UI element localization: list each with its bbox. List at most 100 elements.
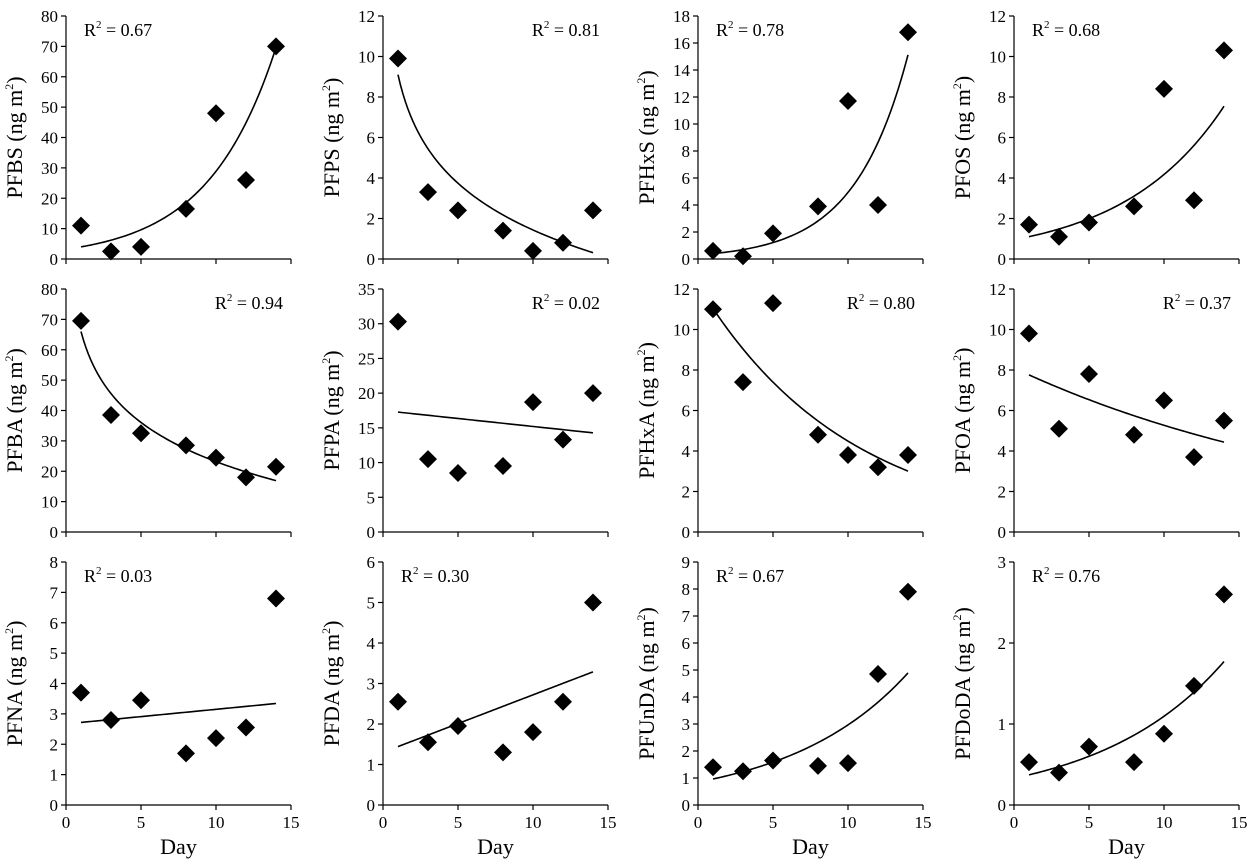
y-axis-label-unit: (ng m [950,620,975,677]
r-squared-superscript: 2 [544,292,550,304]
data-point [207,729,225,748]
x-axis-label: Day [792,834,829,859]
y-axis-label-close: ) [2,76,27,83]
y-tick-label: 6 [682,402,691,421]
r-squared-prefix: R [1163,293,1175,313]
r-squared-value: = 0.76 [1050,566,1101,586]
y-axis-label-name: PFUnDA [634,677,659,760]
r-squared-label: R2 = 0.76 [1032,565,1100,586]
data-point [899,582,917,601]
y-tick-label: 4 [367,169,376,188]
r-squared-value: = 0.67 [734,566,785,586]
x-tick-label: 5 [1085,813,1094,832]
data-point [389,49,407,68]
y-tick-label: 18 [673,7,690,26]
y-tick-label: 35 [358,280,375,299]
y-tick-label: 2 [682,223,691,242]
x-tick-label: 10 [208,813,225,832]
x-tick-label: 0 [694,813,703,832]
data-point [419,450,437,469]
y-axis-label-superscript: 2 [950,614,964,620]
y-tick-label: 10 [673,321,690,340]
data-point [419,733,437,752]
y-tick-label: 4 [367,634,376,653]
r-squared-value: = 0.02 [549,293,600,313]
y-tick-label: 30 [41,159,58,178]
y-tick-label: 6 [682,634,691,653]
y-tick-label: 0 [998,250,1007,269]
y-tick-label: 10 [41,220,58,239]
r-squared-value: = 0.94 [232,293,283,313]
data-point [237,468,255,487]
x-tick-label: 0 [62,813,71,832]
y-axis-label-close: ) [2,348,27,355]
y-tick-label: 9 [682,553,691,572]
data-point [764,224,782,243]
data-point [1050,419,1068,438]
data-point [207,104,225,123]
data-point [1185,676,1203,695]
y-tick-label: 10 [41,493,58,512]
y-axis-label-close: ) [319,621,344,628]
data-point [1185,448,1203,467]
data-point [899,23,917,42]
data-point [419,183,437,202]
r-squared-value: = 0.67 [102,20,153,40]
data-point [869,458,887,477]
y-axis-label-superscript: 2 [634,349,648,355]
r-squared-superscript: 2 [1044,565,1050,577]
y-axis-label-name: PFNA [2,690,27,746]
y-axis-label-unit: (ng m [950,361,975,418]
r-squared-superscript: 2 [544,19,550,31]
y-axis-label: PFNA (ng m2) [2,621,27,747]
r-squared-label: R2 = 0.81 [532,19,600,40]
data-point [1020,324,1038,343]
data-point [449,717,467,736]
y-axis-label: PFOS (ng m2) [950,76,975,199]
x-axis-label: Day [477,834,514,859]
r-squared-label: R2 = 0.02 [532,292,600,313]
y-axis-label-name: PFBS [2,147,27,198]
data-point [449,201,467,220]
y-tick-label: 6 [367,129,376,148]
y-tick-label: 80 [41,280,58,299]
r-squared-superscript: 2 [96,19,102,31]
data-point [102,406,120,425]
y-tick-label: 60 [41,341,58,360]
y-tick-label: 0 [367,796,376,815]
trend-line [1028,374,1225,443]
data-point [764,751,782,770]
y-tick-label: 6 [367,553,376,572]
y-axis-label-unit: (ng m [634,84,659,141]
r-squared-superscript: 2 [413,565,419,577]
y-tick-label: 10 [358,48,375,67]
x-tick-label: 15 [283,813,300,832]
y-axis-label: PFPS (ng m2) [319,78,344,198]
y-tick-label: 8 [50,553,59,572]
r-squared-value: = 0.68 [1050,20,1101,40]
data-point [1080,213,1098,232]
y-tick-label: 0 [50,523,59,542]
data-point [809,425,827,444]
y-tick-label: 0 [50,250,59,269]
y-tick-label: 6 [998,402,1007,421]
y-tick-label: 8 [682,142,691,161]
data-point [584,384,602,403]
x-tick-label: 10 [1156,813,1173,832]
y-tick-label: 2 [998,210,1007,229]
trend-line [712,308,909,472]
r-squared-prefix: R [532,293,544,313]
data-point [132,691,150,710]
data-point [554,233,572,252]
y-tick-label: 4 [998,169,1007,188]
trend-line [397,671,594,748]
y-tick-label: 2 [682,742,691,761]
y-tick-label: 40 [41,129,58,148]
data-point [764,294,782,313]
y-axis-label-superscript: 2 [634,614,648,620]
y-tick-label: 7 [50,583,59,602]
data-point [207,448,225,467]
y-axis-label-name: PFHxA [634,412,659,479]
